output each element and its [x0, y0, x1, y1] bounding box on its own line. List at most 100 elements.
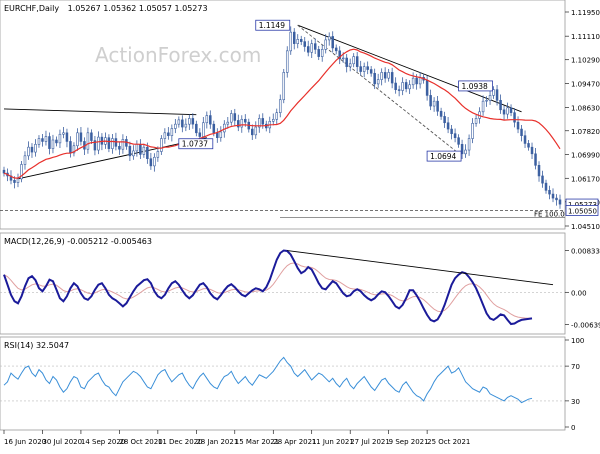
candle-body — [551, 193, 555, 199]
rsi-title: RSI(14) 32.5047 — [4, 341, 69, 350]
candle-body — [167, 132, 170, 136]
candle-body — [107, 137, 111, 149]
price-tick-label: 1.11950 — [571, 9, 600, 17]
candle-body — [387, 72, 390, 79]
candle-body — [226, 121, 230, 125]
candle-body — [366, 66, 369, 70]
price-trendline — [17, 137, 207, 180]
candle-body — [558, 199, 562, 205]
price-tick-label: 1.08630 — [571, 104, 600, 112]
candle-body — [44, 136, 48, 142]
candle-body — [355, 56, 359, 67]
candle-body — [16, 178, 20, 183]
candle-body — [146, 146, 149, 159]
candle-body — [429, 95, 432, 107]
candle-body — [334, 47, 338, 52]
candle-body — [27, 146, 30, 157]
candle-body — [188, 118, 191, 125]
price-grid — [0, 210, 565, 218]
candle-body — [415, 77, 418, 85]
x-tick-label: 28 Jan 2021 — [196, 438, 238, 446]
candle-body — [160, 138, 163, 152]
candle-body — [401, 82, 404, 91]
candle-body — [69, 141, 72, 154]
candle-body — [373, 72, 376, 85]
macd-panel — [0, 232, 566, 335]
candle-body — [132, 150, 135, 157]
candle-body — [97, 136, 100, 151]
candle-body — [548, 190, 551, 195]
candle-body — [530, 146, 534, 155]
candle-body — [2, 169, 6, 174]
candle-body — [303, 41, 306, 47]
candle-body — [537, 165, 541, 177]
candle-body — [411, 77, 415, 86]
candle-body — [254, 126, 258, 136]
candle-body — [292, 31, 296, 44]
annotation-box — [178, 138, 214, 150]
candle-body — [272, 118, 275, 122]
candle-body — [20, 164, 23, 180]
candle-body — [495, 89, 499, 101]
price-trendline — [3, 108, 197, 116]
candle-body — [506, 107, 509, 115]
candle-body — [177, 119, 181, 125]
candle-body — [296, 39, 299, 44]
candle-body — [488, 95, 492, 101]
candle-body — [310, 43, 313, 53]
candle-body — [258, 118, 261, 128]
candle-body — [460, 144, 464, 155]
candle-body — [34, 144, 37, 153]
candle-body — [118, 146, 121, 150]
macd-title: MACD(12,26,9) -0.005212 -0.005463 — [4, 237, 152, 246]
candle-body — [380, 72, 383, 80]
candle-body — [62, 132, 65, 135]
candle-body — [156, 151, 160, 158]
candle-body — [37, 138, 41, 145]
price-tick-label: 1.04510 — [571, 223, 600, 231]
candle-body — [383, 72, 387, 79]
annotation-label: 1.0938 — [462, 82, 488, 91]
rsi-tick-label: 30 — [571, 398, 580, 406]
candle-body — [404, 82, 408, 90]
candle-body — [338, 50, 341, 60]
macd-trendline — [287, 250, 554, 286]
candle-body — [509, 107, 513, 113]
price-tick-label: 1.11110 — [571, 33, 600, 41]
candle-body — [439, 110, 443, 117]
candle-body — [139, 144, 142, 155]
candle-body — [278, 99, 282, 113]
candle-body — [485, 100, 488, 102]
candle-body — [48, 136, 51, 149]
candle-body — [481, 100, 485, 113]
candle-body — [523, 135, 527, 144]
price-tick-label: 1.10290 — [571, 57, 600, 65]
candle-body — [362, 66, 366, 72]
candle-body — [65, 132, 69, 142]
candle-body — [121, 139, 125, 150]
candle-body — [244, 118, 247, 123]
candle-body — [23, 155, 27, 165]
candle-body — [541, 175, 544, 184]
annotation-label: 1.0737 — [182, 140, 208, 149]
candle-body — [135, 144, 139, 152]
annotation-box — [426, 150, 462, 162]
candle-body — [237, 120, 240, 128]
rsi-line — [3, 356, 533, 404]
candle-body — [499, 100, 502, 111]
candle-body — [446, 122, 450, 130]
candle-body — [191, 118, 195, 125]
candle-body — [376, 79, 380, 85]
candle-body — [492, 89, 495, 96]
annotation-box — [458, 80, 493, 92]
candle-body — [153, 156, 156, 167]
candle-body — [299, 39, 303, 42]
x-tick-label: 16 Jun 2020 — [4, 438, 46, 446]
x-tick-label: 28 Apr 2021 — [273, 438, 316, 446]
candle-body — [13, 179, 16, 183]
candle-body — [209, 115, 212, 125]
candle-body — [457, 137, 460, 145]
candle-body — [149, 158, 153, 167]
macd-axis: 0.008334 0.00 -0.006393 — [0, 247, 600, 329]
